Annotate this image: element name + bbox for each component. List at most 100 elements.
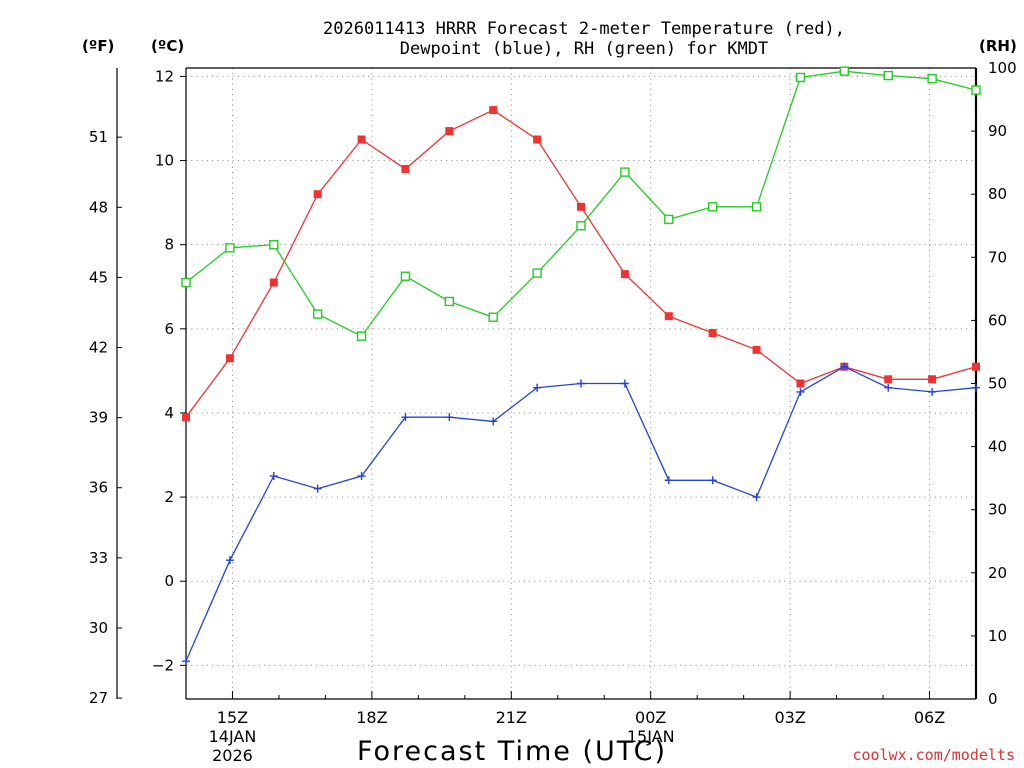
temperature-point (182, 413, 190, 422)
x-tick-label: 15Z (217, 708, 248, 727)
dewpoint-point (313, 484, 322, 493)
x-tick-label: 18Z (356, 708, 387, 727)
temperature-point (752, 345, 761, 354)
dewpoint-point (357, 472, 366, 481)
fahrenheit-tick-label: 36 (89, 479, 108, 497)
rh-point (312, 309, 323, 319)
x-tick-date-label: 2026 (212, 746, 253, 765)
fahrenheit-tick-label: 42 (89, 339, 108, 357)
dewpoint-point (620, 379, 629, 388)
celsius-tick-label: −2 (152, 656, 174, 674)
rh-tick-label: 80 (988, 185, 1007, 203)
celsius-tick-label: 2 (164, 488, 174, 506)
data-series (181, 66, 981, 666)
fahrenheit-tick-label: 27 (89, 689, 108, 707)
rh-point (971, 85, 981, 95)
x-axis-title: Forecast Time (UTC) (357, 736, 667, 767)
celsius-tick-label: 0 (164, 572, 174, 590)
rh-point (532, 268, 542, 278)
rh-point (795, 72, 806, 83)
fahrenheit-unit-label: (ºF) (82, 37, 114, 55)
dewpoint-point (840, 362, 849, 371)
rh-point (927, 74, 937, 84)
x-tick-label: 06Z (914, 708, 945, 727)
celsius-tick-label: 8 (164, 236, 174, 254)
dewpoint-point (182, 657, 190, 666)
fahrenheit-tick-label: 39 (89, 409, 108, 427)
temperature-point (972, 362, 980, 371)
rh-point (576, 221, 586, 231)
rh-tick-label: 60 (988, 311, 1007, 329)
temperature-point (796, 379, 805, 388)
temperature-point (489, 106, 498, 115)
x-tick-label: 21Z (496, 708, 527, 727)
rh-tick-label: 30 (988, 501, 1007, 519)
rh-tick-label: 90 (988, 122, 1007, 140)
celsius-tick-label: 10 (155, 152, 174, 170)
x-tick-label: 00Z (635, 708, 666, 727)
rh-tick-label: 50 (988, 375, 1007, 393)
rh-point (356, 331, 367, 341)
celsius-tick-label: 4 (164, 404, 174, 422)
temperature-line (185, 109, 977, 418)
grid-lines (186, 68, 976, 699)
rh-tick-label: 20 (988, 564, 1007, 582)
fahrenheit-tick-label: 48 (89, 198, 108, 216)
dewpoint-point (664, 476, 673, 485)
x-tick-date-label: 14JAN (209, 727, 257, 746)
dewpoint-point (972, 383, 980, 392)
celsius-tick-label: 6 (164, 320, 174, 338)
rh-point (620, 167, 630, 177)
temperature-point (533, 135, 542, 144)
dewpoint-point (269, 472, 278, 481)
dewpoint-point (489, 417, 498, 426)
credit-label[interactable]: coolwx.com/modelts (852, 746, 1015, 764)
temperature-point (401, 164, 410, 173)
rh-tick-label: 0 (988, 690, 998, 708)
rh-point (664, 214, 674, 225)
temperature-point (313, 190, 322, 199)
dewpoint-point (225, 556, 234, 565)
rh-point (181, 277, 191, 288)
rh-tick-label: 100 (988, 59, 1017, 77)
rh-tick-label: 10 (988, 627, 1007, 645)
rh-point (488, 312, 498, 322)
temperature-point (664, 312, 673, 321)
fahrenheit-tick-label: 51 (89, 128, 108, 146)
rh-point (225, 243, 235, 253)
x-tick-date-label: 15JAN (627, 727, 675, 746)
temperature-point (620, 270, 629, 279)
temperature-point (708, 329, 717, 338)
dewpoint-point (928, 387, 937, 396)
temperature-point (445, 127, 454, 136)
fahrenheit-tick-label: 45 (89, 268, 108, 286)
temperature-point (884, 375, 893, 384)
rh-point (883, 70, 893, 81)
rh-unit-label: (RH) (979, 37, 1017, 55)
rh-point (269, 239, 279, 250)
dewpoint-line (185, 365, 977, 662)
dewpoint-point (752, 493, 761, 502)
rh-point (751, 202, 762, 212)
dewpoint-point (796, 387, 805, 396)
dewpoint-point (708, 476, 717, 485)
fahrenheit-tick-label: 33 (89, 549, 108, 567)
dewpoint-point (884, 383, 893, 392)
x-tick-label: 03Z (774, 708, 805, 727)
temperature-point (577, 202, 585, 211)
temperature-point (269, 278, 278, 287)
chart-title-line-1: 2026011413 HRRR Forecast 2-meter Tempera… (323, 19, 845, 39)
dewpoint-point (445, 413, 454, 422)
dewpoint-point (401, 413, 410, 422)
rh-tick-label: 70 (988, 248, 1007, 266)
chart-title-line-2: Dewpoint (blue), RH (green) for KMDT (400, 39, 768, 59)
rh-point (444, 296, 455, 307)
temperature-point (225, 354, 234, 363)
rh-point (707, 202, 718, 212)
rh-point (400, 271, 411, 281)
rh-tick-label: 40 (988, 438, 1007, 456)
dewpoint-point (577, 379, 585, 388)
axes: −2 0 2 4 6 8 10 12 27 30 33 36 39 42 45 48 51 0 10 20 30 40 50… (89, 59, 1017, 765)
celsius-tick-label: 12 (155, 67, 174, 85)
